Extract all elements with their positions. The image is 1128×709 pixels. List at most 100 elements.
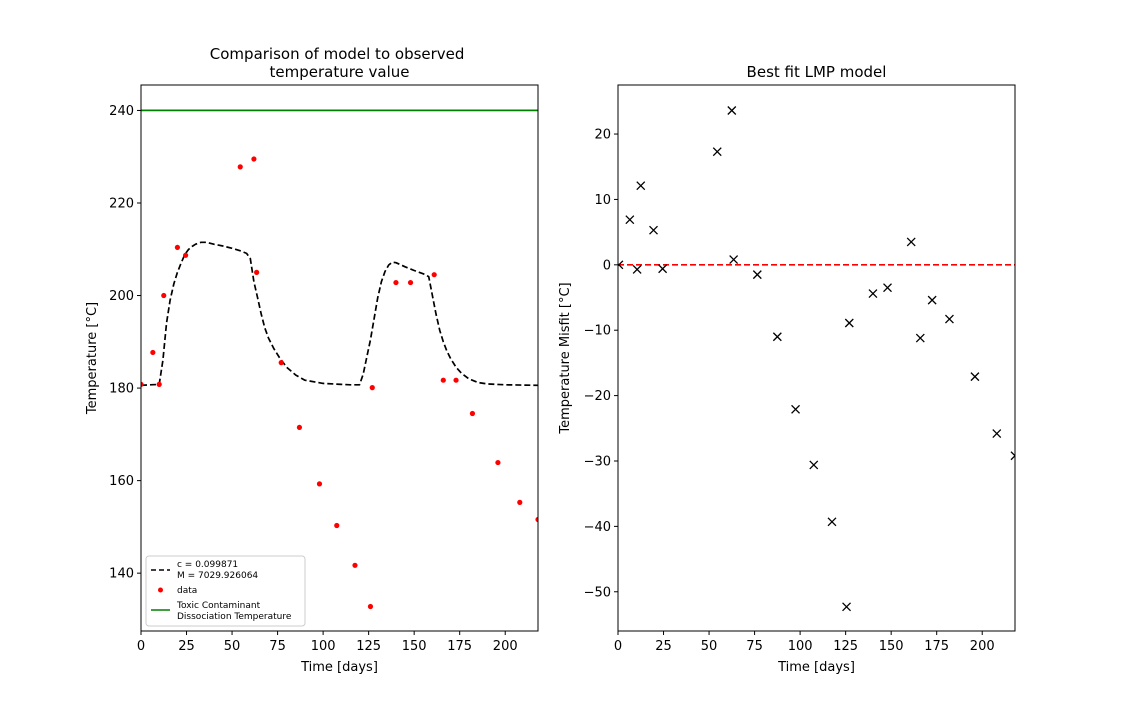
misfit-marker xyxy=(649,225,658,235)
legend: c = 0.099871 M = 7029.926064 data Toxic … xyxy=(145,555,306,627)
chart-title: Best fit LMP model xyxy=(747,63,887,81)
x-tick-label: 150 xyxy=(879,639,904,654)
x-tick-label: 75 xyxy=(269,639,286,654)
misfit-marker xyxy=(868,289,878,299)
y-axis-label: Temperature [°C] xyxy=(85,302,100,415)
misfit-marker xyxy=(729,255,739,265)
misfit-marker xyxy=(944,314,954,324)
misfit-marker xyxy=(712,147,722,157)
x-tick-label: 200 xyxy=(493,639,518,654)
data-point xyxy=(161,292,167,299)
data-point xyxy=(150,349,156,356)
model-curve xyxy=(141,241,538,387)
y-tick-label: 20 xyxy=(594,128,611,143)
misfit-marker xyxy=(842,602,852,612)
data-point xyxy=(367,603,374,610)
y-tick-label: 140 xyxy=(109,567,134,582)
misfit-chart: Best fit LMP model 0 25 50 75 100 125 150 175 20… xyxy=(558,63,1016,675)
misfit-marker xyxy=(992,429,1002,438)
y-tick-label: −20 xyxy=(584,389,611,404)
legend-data-swatch xyxy=(158,587,163,593)
data-point xyxy=(431,272,437,278)
data-point xyxy=(517,499,523,505)
y-tick-label: 240 xyxy=(109,104,134,119)
y-tick-label: −10 xyxy=(584,324,611,339)
x-tick-label: 100 xyxy=(788,639,813,654)
x-tick-label: 50 xyxy=(224,639,241,654)
y-tick-label: −30 xyxy=(584,454,611,469)
x-tick-label: 175 xyxy=(447,639,472,654)
x-tick-label: 125 xyxy=(356,639,381,654)
y-tick-label: −50 xyxy=(584,585,611,600)
legend-model-label: c = 0.099871 M = 7029.926064 xyxy=(177,560,258,581)
x-tick-label: 0 xyxy=(137,639,145,654)
x-tick-label: 50 xyxy=(701,639,718,654)
misfit-marker xyxy=(844,318,854,328)
plot-area xyxy=(141,85,538,631)
y-tick-label: 200 xyxy=(109,289,134,304)
misfit-marker xyxy=(1010,451,1015,461)
data-point xyxy=(334,522,340,529)
misfit-marker xyxy=(809,460,819,470)
data-point xyxy=(174,244,181,251)
data-point xyxy=(251,156,257,162)
data-point xyxy=(183,252,189,258)
x-tick-label: 100 xyxy=(311,639,336,654)
misfit-marker xyxy=(632,264,642,274)
misfit-marker xyxy=(772,332,782,342)
x-tick-label: 0 xyxy=(614,639,622,654)
misfit-marker xyxy=(883,283,892,293)
misfit-marker xyxy=(625,215,635,225)
misfit-marker xyxy=(618,260,624,270)
y-axis-label: Temperature Misfit [°C] xyxy=(558,282,573,434)
temperature-comparison-chart: Comparison of model to observed temperat… xyxy=(85,45,539,675)
data-point xyxy=(254,269,260,275)
x-axis-label: Time [days] xyxy=(777,660,855,675)
plot-area xyxy=(618,85,1015,631)
legend-threshold-label: Toxic Contaminant Dissociation Temperatu… xyxy=(176,601,292,622)
data-point xyxy=(495,459,501,466)
x-tick-label: 200 xyxy=(970,639,995,654)
plot-frame xyxy=(140,84,539,632)
legend-data-label: data xyxy=(177,586,197,596)
data-point xyxy=(141,381,144,387)
plot-frame xyxy=(617,84,1016,632)
x-tick-label: 175 xyxy=(924,639,949,654)
data-point xyxy=(469,410,476,417)
misfit-marker xyxy=(906,237,916,247)
data-point xyxy=(352,562,358,568)
misfit-marker xyxy=(791,404,801,414)
legend-box xyxy=(145,555,306,627)
x-tick-label: 25 xyxy=(178,639,195,654)
x-tick-label: 125 xyxy=(833,639,858,654)
y-tick-label: 180 xyxy=(109,382,134,397)
data-point xyxy=(453,377,459,383)
x-tick-label: 25 xyxy=(655,639,672,654)
data-point xyxy=(393,279,399,286)
data-point xyxy=(296,424,303,431)
data-point xyxy=(535,516,538,523)
misfit-marker xyxy=(752,270,762,280)
y-tick-label: −40 xyxy=(584,520,611,535)
data-point xyxy=(237,164,243,170)
chart-title: Comparison of model to observed temperat… xyxy=(210,45,469,81)
x-axis-label: Time [days] xyxy=(300,660,378,675)
misfit-marker xyxy=(636,181,646,191)
data-point xyxy=(278,360,284,366)
y-tick-label: 160 xyxy=(109,474,134,489)
data-point xyxy=(316,481,323,487)
data-point xyxy=(440,377,446,383)
y-tick-label: 220 xyxy=(109,196,134,211)
misfit-marker xyxy=(658,264,668,274)
data-point xyxy=(156,381,162,387)
x-tick-label: 75 xyxy=(746,639,763,654)
misfit-marker xyxy=(970,372,980,382)
y-tick-label: 0 xyxy=(603,258,611,273)
misfit-marker xyxy=(827,517,837,527)
y-tick-label: 10 xyxy=(594,193,611,208)
misfit-marker xyxy=(927,295,937,305)
data-point xyxy=(369,385,375,391)
misfit-marker xyxy=(727,106,737,115)
x-tick-label: 150 xyxy=(402,639,427,654)
